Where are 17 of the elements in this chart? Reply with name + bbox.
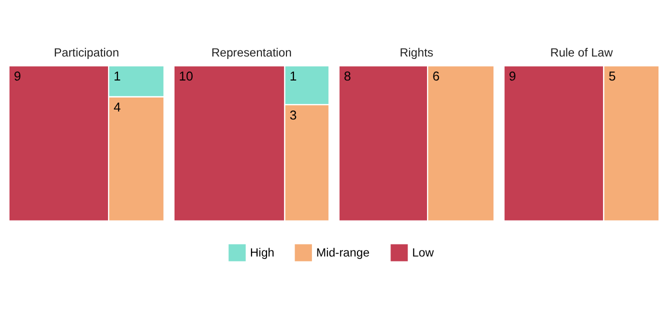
data-label: 1 bbox=[114, 68, 121, 84]
category-label: Rights bbox=[400, 45, 434, 60]
data-label: 10 bbox=[178, 68, 194, 84]
data-label: 1 bbox=[290, 68, 297, 84]
data-label: 6 bbox=[432, 68, 440, 84]
data-label: 8 bbox=[344, 68, 352, 84]
legend-label: Low bbox=[412, 246, 434, 260]
data-label: 9 bbox=[508, 68, 516, 84]
category-label: Representation bbox=[211, 45, 292, 60]
legend-label: Mid-range bbox=[316, 246, 370, 260]
data-label: 3 bbox=[290, 107, 297, 122]
data-label: 5 bbox=[608, 68, 616, 84]
category-label: Rule of Law bbox=[550, 45, 614, 60]
data-label: 9 bbox=[14, 68, 21, 84]
data-label: 4 bbox=[114, 100, 121, 115]
legend-label: High bbox=[250, 246, 274, 260]
category-label: Participation bbox=[54, 45, 120, 60]
